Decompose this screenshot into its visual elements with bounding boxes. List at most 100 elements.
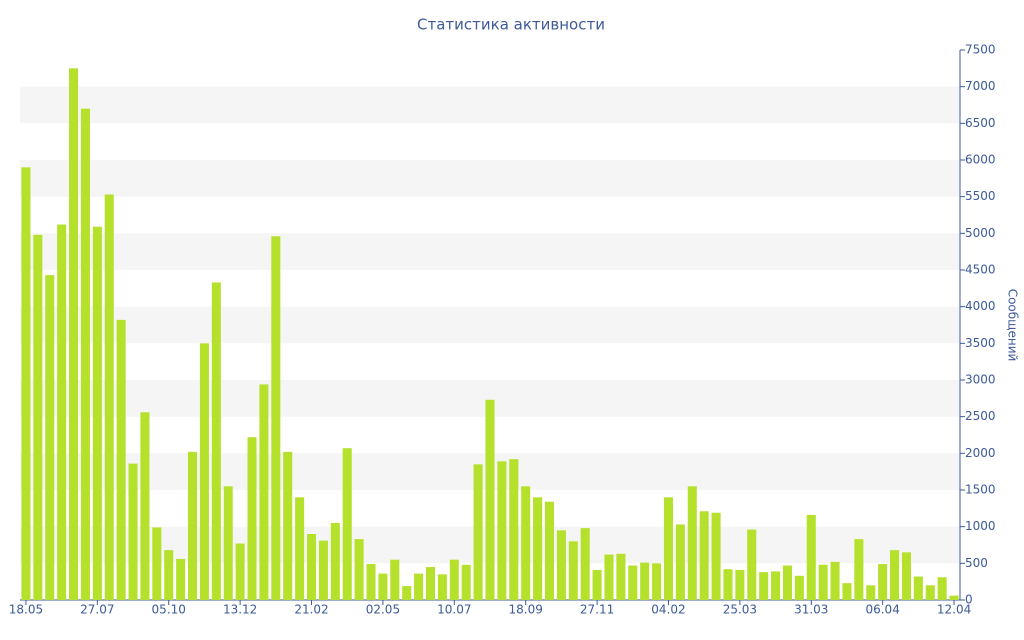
bar: [330, 523, 340, 600]
bar: [342, 448, 352, 600]
x-tick-label: 04.02: [651, 603, 685, 617]
y-axis-label: Сообщений: [1006, 289, 1020, 362]
bar: [806, 514, 816, 600]
bar: [949, 595, 959, 600]
bar: [640, 562, 650, 600]
y-tick-label: 500: [965, 556, 988, 570]
y-tick-label: 3000: [965, 373, 996, 387]
bar: [580, 528, 590, 600]
bar: [92, 226, 102, 600]
bar: [723, 569, 733, 600]
x-tick-label: 05.10: [152, 603, 186, 617]
bar: [937, 577, 947, 600]
bar: [45, 275, 55, 600]
bar: [271, 236, 281, 600]
x-tick-label: 18.09: [509, 603, 543, 617]
bar: [414, 573, 424, 600]
y-tick-label: 6500: [965, 116, 996, 130]
bar: [390, 559, 400, 600]
bar: [199, 343, 209, 600]
bar: [509, 459, 519, 600]
bar: [306, 534, 317, 600]
bar: [866, 585, 876, 600]
bar: [592, 569, 602, 600]
bar: [295, 497, 305, 600]
x-tick-label: 31.03: [794, 603, 828, 617]
y-tick-label: 7000: [965, 79, 996, 93]
bar: [735, 569, 745, 600]
bar: [747, 529, 757, 600]
bar: [437, 574, 447, 600]
y-tick-label: 2000: [965, 446, 996, 460]
bar: [771, 571, 781, 600]
bar: [176, 558, 186, 600]
y-tick-label: 7500: [965, 43, 996, 57]
x-tick-label: 21.02: [294, 603, 328, 617]
y-tick-label: 1000: [965, 519, 996, 533]
bar: [152, 527, 162, 600]
x-tick-label: 25.03: [723, 603, 757, 617]
bar: [80, 108, 90, 601]
bar: [925, 585, 935, 600]
bar: [485, 399, 495, 600]
bar: [128, 463, 138, 600]
x-tick-label: 13.12: [223, 603, 257, 617]
y-tick-label: 4000: [965, 299, 996, 313]
y-tick-label: 1500: [965, 483, 996, 497]
bar: [652, 563, 662, 600]
bar: [759, 572, 769, 600]
bar: [521, 486, 531, 600]
bar: [556, 530, 566, 600]
y-tick-label: 5500: [965, 189, 996, 203]
y-tick-label: 4500: [965, 263, 996, 277]
bar: [901, 552, 911, 600]
bar: [140, 412, 150, 600]
y-tick-label: 2500: [965, 409, 996, 423]
bar: [473, 464, 483, 600]
bar: [663, 497, 674, 600]
x-tick-label: 27.07: [80, 603, 114, 617]
bar: [497, 461, 507, 600]
bar: [235, 543, 245, 600]
grid-band: [20, 233, 960, 270]
bar: [711, 512, 721, 600]
y-tick-label: 0: [965, 593, 973, 607]
bar: [675, 524, 685, 600]
bar: [890, 550, 900, 600]
x-tick-label: 27.11: [580, 603, 614, 617]
bar: [318, 540, 328, 600]
x-tick-label: 06.04: [865, 603, 899, 617]
bar: [461, 564, 471, 600]
bar: [104, 194, 114, 600]
x-tick-label: 12.04: [937, 603, 971, 617]
bar: [854, 539, 864, 600]
bar: [628, 565, 638, 600]
bar: [402, 586, 412, 600]
bar: [211, 282, 221, 600]
bar: [818, 564, 828, 600]
bar: [533, 497, 543, 600]
bar: [21, 167, 31, 601]
bar: [568, 541, 578, 600]
bar: [616, 553, 626, 600]
bar: [354, 539, 364, 600]
x-tick-label: 10.07: [437, 603, 471, 617]
bar: [116, 319, 126, 600]
bar: [57, 224, 67, 601]
y-tick-label: 6000: [965, 153, 996, 167]
grid-band: [20, 160, 960, 197]
bar: [247, 437, 257, 600]
chart-title: Статистика активности: [417, 16, 605, 34]
bar: [878, 564, 888, 600]
bar: [425, 567, 436, 600]
bar: [259, 384, 269, 600]
x-tick-label: 18.05: [9, 603, 43, 617]
bar: [283, 451, 293, 600]
y-tick-label: 3500: [965, 336, 996, 350]
grid-band: [20, 306, 960, 344]
bar: [69, 68, 79, 601]
x-tick-label: 02.05: [366, 603, 400, 617]
bar: [33, 234, 43, 601]
bar: [913, 576, 923, 600]
